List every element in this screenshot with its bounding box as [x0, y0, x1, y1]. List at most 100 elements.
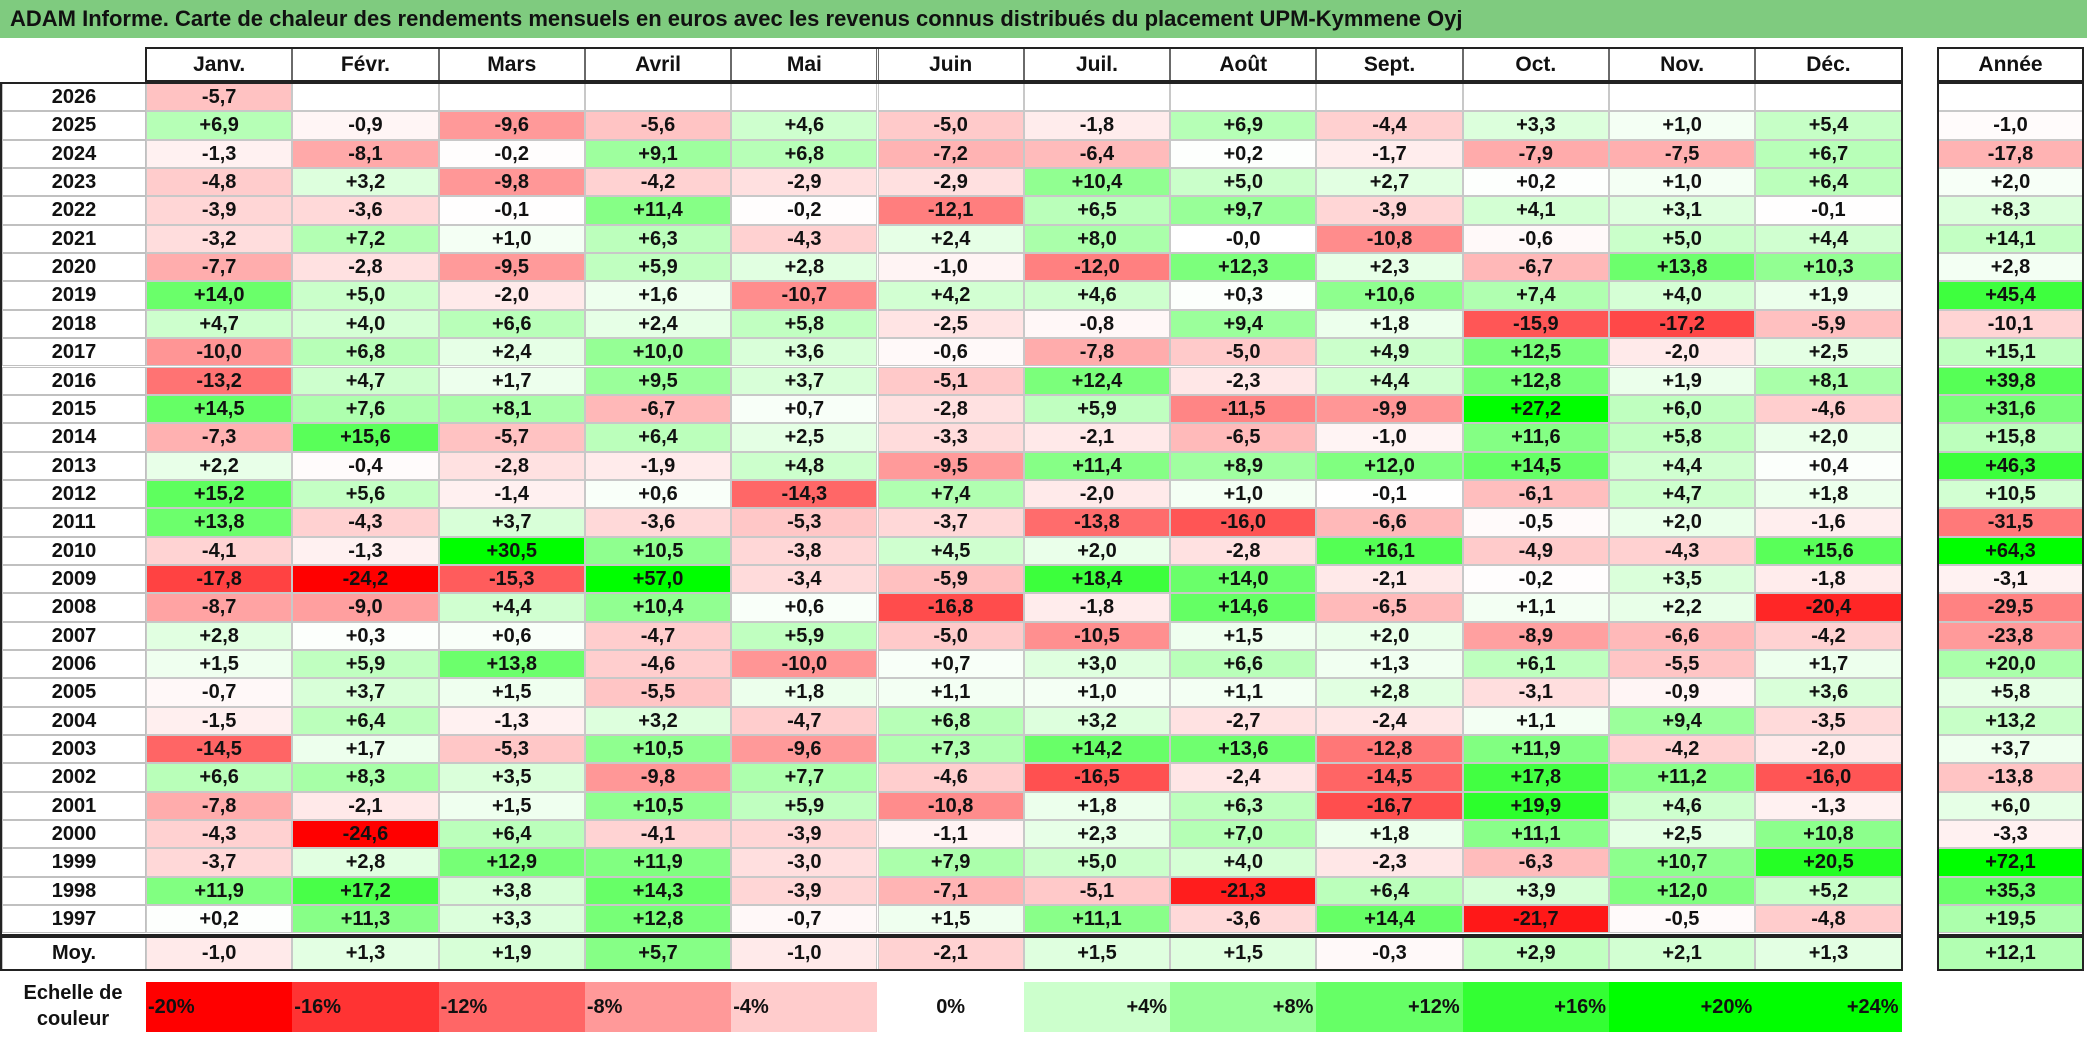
heatmap-cell: +3,9	[1462, 876, 1609, 906]
heatmap-cell: -5,1	[1023, 876, 1171, 906]
heatmap-cell: -3,9	[1316, 196, 1463, 225]
heatmap-cell: -2,8	[1170, 536, 1317, 565]
heatmap-cell: -1,3	[1755, 791, 1902, 821]
heatmap-cell: -0,5	[1609, 905, 1756, 934]
heatmap-cell: +57,0	[584, 564, 732, 594]
average-cell: -2,1	[877, 936, 1024, 970]
heatmap-cell: +9,7	[1170, 196, 1317, 225]
heatmap-cell: -1,1	[877, 820, 1024, 849]
heatmap-cell: +4,8	[731, 451, 878, 480]
heatmap-cell: +27,2	[1462, 394, 1609, 424]
heatmap-cell: -0,4	[292, 451, 439, 480]
heatmap-cell: -16,0	[1755, 763, 1902, 792]
heatmap-cell: +1,0	[1023, 678, 1171, 707]
heatmap-cell: +3,5	[1609, 564, 1756, 594]
heatmap-cell: +6,6	[438, 309, 585, 339]
heatmap-cell: +3,7	[731, 366, 878, 395]
heatmap-cell: -1,3	[146, 139, 293, 169]
heatmap-cell: -9,5	[877, 451, 1024, 480]
heatmap-cell: +3,7	[292, 678, 439, 707]
heatmap-cell: +3,1	[1609, 196, 1756, 225]
heatmap-cell: +14,0	[1170, 564, 1317, 594]
heatmap-cell: -9,8	[438, 168, 585, 197]
heatmap-cell: -17,8	[146, 564, 293, 594]
heatmap-cell: -3,5	[1755, 706, 1902, 736]
heatmap-cell: -14,5	[1316, 763, 1463, 792]
heatmap-cell: +19,9	[1462, 791, 1609, 821]
heatmap-cell: +15,6	[292, 423, 439, 452]
color-scale-stop: 0%	[877, 982, 1024, 1032]
heatmap-cell: +6,3	[584, 224, 732, 254]
heatmap-cell: +14,4	[1316, 905, 1463, 934]
year-label: 2023	[2, 168, 146, 197]
average-cell: +1,5	[1023, 936, 1171, 970]
heatmap-cell: +10,5	[584, 536, 732, 565]
heatmap-cell	[584, 83, 732, 112]
heatmap-cell: -11,5	[1170, 394, 1317, 424]
annual-cell: +14,1	[1938, 224, 2083, 254]
year-label: 2008	[2, 593, 146, 622]
heatmap-cell: +14,6	[1170, 593, 1317, 622]
heatmap-cell: -0,7	[146, 678, 293, 707]
heatmap-cell: +6,8	[731, 139, 878, 169]
heatmap-cell: +5,9	[731, 621, 878, 650]
heatmap-cell: +6,5	[1023, 196, 1171, 225]
heatmap-cell: +3,0	[1023, 650, 1171, 679]
heatmap-cell: -1,9	[584, 451, 732, 480]
heatmap-cell: +0,3	[292, 621, 439, 650]
heatmap-cell: -3,3	[877, 423, 1024, 452]
heatmap-cell: -2,3	[1316, 848, 1463, 877]
year-label: 2016	[2, 366, 146, 395]
heatmap-cell: -2,1	[1316, 564, 1463, 594]
heatmap-cell: -2,8	[292, 253, 439, 282]
heatmap-cell: +17,2	[292, 876, 439, 906]
heatmap-cell: -0,0	[1170, 224, 1317, 254]
heatmap-cell: +9,4	[1609, 706, 1756, 736]
heatmap-cell: -9,9	[1316, 394, 1463, 424]
year-label: 2002	[2, 763, 146, 792]
heatmap-cell: -5,1	[877, 366, 1024, 395]
heatmap-cell: -0,8	[1023, 309, 1171, 339]
heatmap-cell: -6,6	[1609, 621, 1756, 650]
average-cell: +1,5	[1170, 936, 1317, 970]
heatmap-cell: +2,8	[292, 848, 439, 877]
heatmap-cell: +0,3	[1170, 281, 1317, 310]
heatmap-cell: -16,0	[1170, 508, 1317, 537]
heatmap-cell: -2,0	[438, 281, 585, 310]
heatmap-cell: +12,4	[1023, 366, 1171, 395]
heatmap-cell: +6,9	[146, 111, 293, 140]
heatmap-cell: -4,2	[1755, 621, 1902, 650]
heatmap-cell: -4,8	[146, 168, 293, 197]
heatmap-cell: +12,0	[1609, 876, 1756, 906]
year-label: 2014	[2, 423, 146, 452]
heatmap-cell: +1,9	[1755, 281, 1902, 310]
heatmap-cell: -3,9	[731, 820, 878, 849]
heatmap-cell: -10,5	[1023, 621, 1171, 650]
heatmap-cell: +8,9	[1170, 451, 1317, 480]
heatmap-cell: +6,9	[1170, 111, 1317, 140]
heatmap-cell: +2,0	[1755, 423, 1902, 452]
heatmap-cell: +11,9	[1462, 735, 1609, 764]
heatmap-cell: +12,9	[438, 848, 585, 877]
heatmap-cell: +10,4	[1023, 168, 1171, 197]
heatmap-cell: +6,1	[1462, 650, 1609, 679]
heatmap-cell: -24,2	[292, 564, 439, 594]
heatmap-cell: -21,3	[1170, 876, 1317, 906]
heatmap-cell: -1,0	[877, 253, 1024, 282]
heatmap-cell	[1755, 83, 1902, 112]
heatmap-cell: +3,2	[1023, 706, 1171, 736]
annual-cell: +19,5	[1938, 905, 2083, 934]
heatmap-cell: -24,6	[292, 820, 439, 849]
heatmap-cell: -9,5	[438, 253, 585, 282]
heatmap-cell: -1,4	[438, 479, 585, 509]
heatmap-cell: -7,1	[877, 876, 1024, 906]
heatmap-cell: -3,6	[292, 196, 439, 225]
heatmap-cell: -5,6	[584, 111, 732, 140]
heatmap-cell: +6,4	[292, 706, 439, 736]
heatmap-cell: -1,8	[1023, 111, 1171, 140]
color-scale-stop: +4%	[1023, 982, 1171, 1032]
heatmap-cell: +6,6	[146, 763, 293, 792]
heatmap-cell: +6,7	[1755, 139, 1902, 169]
heatmap-cell: -0,2	[1462, 564, 1609, 594]
heatmap-cell: +2,0	[1023, 536, 1171, 565]
